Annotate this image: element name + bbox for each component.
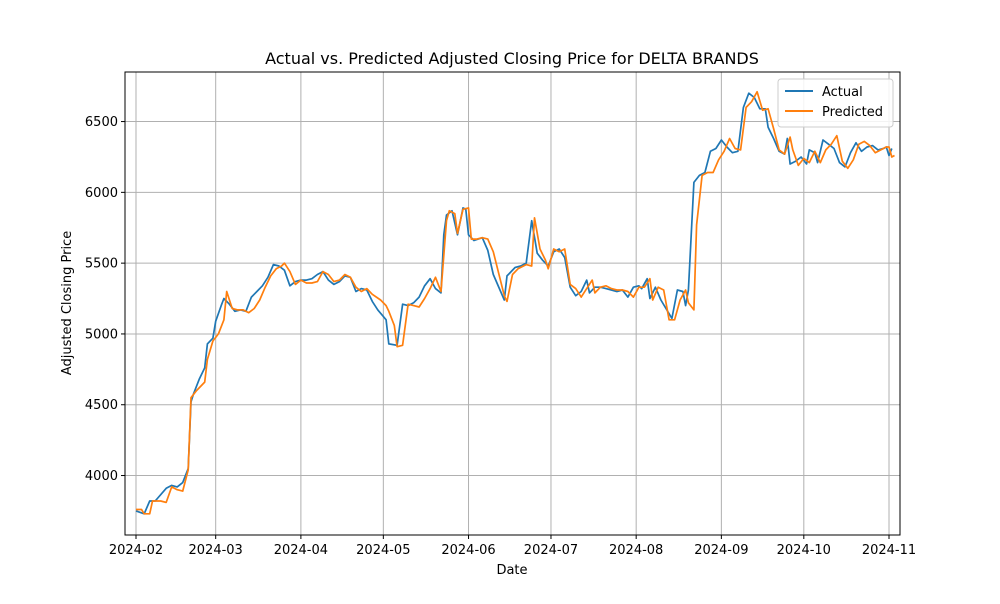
y-tick-label: 5000 — [85, 327, 118, 342]
x-tick-label: 2024-07 — [524, 543, 578, 558]
plot-area-frame — [124, 71, 901, 536]
x-tick-label: 2024-04 — [274, 543, 328, 558]
y-axis-label: Adjusted Closing Price — [60, 231, 75, 375]
x-tick-label: 2024-03 — [189, 543, 243, 558]
series-line-actual — [135, 92, 893, 515]
legend-label-actual: Actual — [822, 85, 863, 100]
series-line-predicted — [136, 90, 895, 515]
x-tick-label: 2024-10 — [777, 543, 831, 558]
y-tick-label: 5500 — [85, 257, 118, 272]
y-tick-label: 4000 — [85, 469, 118, 484]
x-axis-label: Date — [496, 563, 527, 578]
grid-lines — [125, 72, 900, 535]
y-tick-label: 4500 — [85, 398, 118, 413]
x-tick-label: 2024-06 — [441, 543, 495, 558]
chart-legend: Actual Predicted — [777, 78, 894, 128]
data-series — [135, 90, 895, 515]
y-tick-label: 6500 — [85, 115, 118, 130]
x-tick-label: 2024-05 — [356, 543, 410, 558]
y-tick-label: 6000 — [85, 186, 118, 201]
y-axis-ticks: 4000 4500 5000 5500 6000 6500 — [85, 115, 125, 484]
x-tick-label: 2024-09 — [694, 543, 748, 558]
chart-title: Actual vs. Predicted Adjusted Closing Pr… — [265, 49, 759, 68]
x-tick-label: 2024-02 — [109, 543, 163, 558]
legend-label-predicted: Predicted — [822, 105, 883, 120]
x-tick-label: 2024-11 — [862, 543, 916, 558]
x-axis-ticks: 2024-02 2024-03 2024-04 2024-05 2024-06 2024-… — [109, 535, 916, 558]
x-tick-label: 2024-08 — [609, 543, 663, 558]
